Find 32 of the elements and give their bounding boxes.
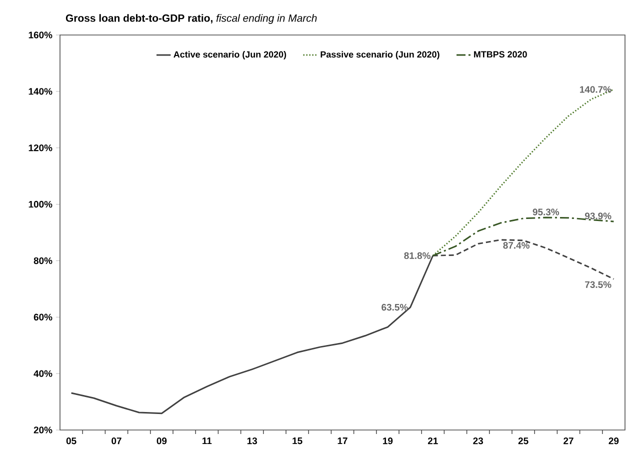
y-tick-label: 160% (28, 32, 52, 38)
y-tick-label: 120% (28, 144, 52, 152)
x-tick-label: 27 (564, 438, 574, 444)
y-tick-label: 20% (34, 426, 52, 434)
x-tick-label: 15 (292, 438, 302, 444)
x-tick-label: 23 (473, 438, 484, 444)
y-tick-label: 80% (34, 257, 52, 264)
data-label: 73.5% (585, 281, 612, 288)
x-tick-label: 11 (202, 438, 212, 444)
x-tick-label: 05 (66, 438, 76, 444)
data-label: 81.8% (404, 252, 430, 259)
y-tick-label: 140% (28, 88, 52, 95)
x-tick-label: 25 (518, 438, 528, 444)
chart-title: Gross loan debt-to-GDP ratio, fiscal ending in March (66, 14, 317, 24)
y-tick-label: 40% (34, 370, 52, 377)
data-label: 63.5% (382, 304, 408, 311)
data-label: 93.9% (585, 212, 612, 220)
x-tick-label: 21 (428, 438, 438, 444)
x-tick-label: 09 (156, 438, 167, 444)
x-tick-label: 19 (383, 438, 393, 444)
x-tick-label: 07 (112, 438, 122, 444)
data-label: 87.4% (503, 242, 530, 249)
y-tick-label: 100% (28, 200, 52, 208)
x-tick-label: 29 (608, 438, 619, 444)
legend-label: Active scenario (Jun 2020) (174, 51, 286, 60)
data-label: 95.3% (532, 208, 560, 216)
x-tick-label: 13 (247, 438, 258, 444)
y-tick-label: 60% (34, 314, 52, 320)
legend-label: Passive scenario (Jun 2020) (320, 51, 440, 60)
legend-label: MTBPS 2020 (474, 51, 527, 58)
x-tick-label: 17 (338, 438, 348, 444)
data-label: 140.7% (580, 86, 612, 93)
